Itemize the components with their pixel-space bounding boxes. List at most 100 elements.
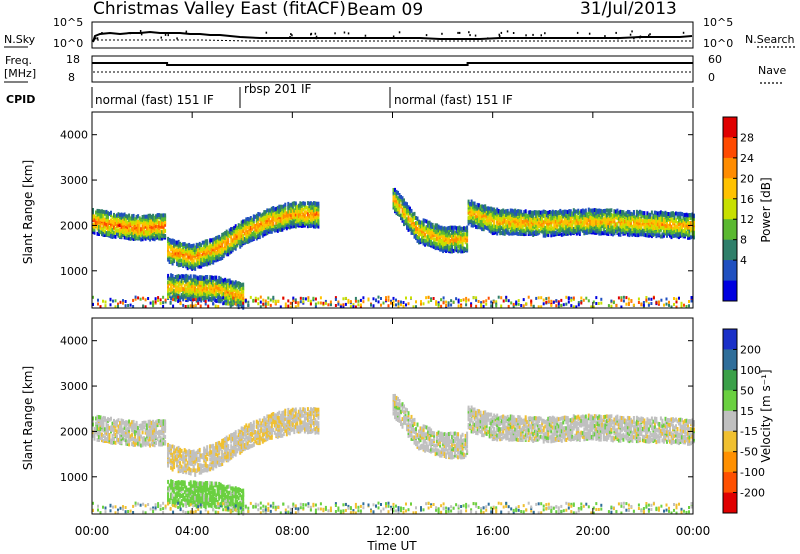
power-cell — [248, 220, 251, 225]
power-cell — [177, 259, 180, 263]
power-cell — [96, 231, 99, 236]
power-cell — [176, 251, 179, 256]
power-cell — [135, 231, 138, 236]
power-cell — [577, 211, 580, 216]
power-cell — [302, 212, 305, 217]
velocity-cell — [110, 438, 112, 443]
power-cell — [652, 219, 655, 224]
velocity-cell — [146, 423, 149, 428]
power-cell — [404, 209, 407, 213]
power-cell — [183, 278, 186, 283]
power-cell — [669, 230, 671, 235]
power-cell — [520, 228, 523, 233]
power-cell — [512, 209, 515, 214]
power-cell — [292, 296, 295, 300]
power-cell — [147, 218, 150, 223]
power-cell — [131, 236, 134, 241]
power-cell — [617, 226, 620, 231]
power-cell — [102, 217, 105, 222]
power-cell — [344, 302, 347, 306]
power-cell — [231, 299, 234, 304]
power-cell — [189, 276, 192, 281]
power-cell — [311, 215, 314, 220]
power-cell — [240, 220, 243, 225]
power-cell — [126, 230, 129, 235]
power-cell — [562, 209, 565, 214]
power-cell — [537, 305, 540, 309]
power-cell — [218, 234, 221, 239]
power-cell — [234, 294, 237, 299]
velocity-cell — [111, 421, 114, 426]
power-cell — [200, 260, 203, 265]
power-cell — [197, 250, 200, 255]
power-cell — [509, 221, 512, 226]
power-cell — [682, 218, 685, 223]
power-cell — [287, 217, 290, 222]
power-cell — [524, 226, 527, 231]
power-cell — [550, 304, 553, 307]
power-cell — [233, 233, 236, 238]
power-cell — [681, 222, 683, 227]
power-cell — [557, 305, 560, 309]
power-cell — [439, 247, 442, 252]
power-cell — [116, 217, 118, 222]
velocity-cell — [128, 426, 131, 431]
power-cell — [284, 208, 287, 213]
power-cell — [170, 259, 173, 264]
power-cell — [210, 278, 213, 283]
power-cell — [623, 224, 626, 229]
velocity-cell — [101, 438, 103, 443]
power-cell — [410, 217, 413, 222]
velocity-cell — [108, 417, 111, 422]
power-cell — [215, 246, 218, 251]
power-cell — [628, 216, 631, 221]
power-cell — [632, 303, 635, 307]
power-cell — [239, 300, 242, 304]
power-cell — [401, 198, 404, 203]
power-cell — [551, 216, 554, 221]
power-cell — [132, 213, 135, 218]
power-cell — [302, 218, 305, 222]
power-cell — [610, 229, 613, 234]
power-cell — [314, 205, 317, 209]
power-cell — [269, 220, 272, 225]
power-cell — [580, 222, 583, 227]
power-cell — [119, 300, 122, 304]
power-cell — [111, 232, 114, 237]
power-cell — [116, 228, 118, 233]
velocity-cell — [143, 425, 146, 430]
power-cell — [437, 301, 440, 305]
power-cell — [404, 221, 407, 226]
power-cell — [673, 297, 675, 300]
power-cell — [581, 220, 584, 225]
power-cell — [167, 244, 170, 249]
power-cell — [470, 215, 473, 220]
power-cell — [550, 220, 553, 225]
velocity-cell — [128, 431, 131, 436]
power-cell — [587, 227, 590, 232]
power-cell — [485, 225, 488, 230]
power-cell — [251, 231, 254, 236]
power-cell — [679, 215, 682, 219]
velocity-cell — [102, 420, 105, 424]
power-cell — [127, 304, 130, 307]
velocity-cell — [92, 416, 94, 421]
power-cell — [542, 298, 545, 302]
colorbar-tick-label: 28 — [740, 131, 754, 144]
power-cell — [237, 239, 240, 244]
power-cell — [189, 279, 192, 284]
power-cell — [421, 224, 423, 229]
power-cell — [515, 212, 518, 217]
power-cell — [678, 232, 680, 237]
power-cell — [572, 215, 575, 220]
power-cell — [176, 247, 179, 252]
power-cell — [589, 219, 592, 224]
power-cell — [372, 304, 375, 308]
power-cell — [607, 224, 610, 229]
power-cell — [293, 212, 296, 216]
velocity-cell — [116, 434, 118, 439]
power-cell — [188, 254, 191, 259]
power-cell — [120, 228, 123, 233]
power-cell — [563, 229, 566, 234]
power-cell — [465, 303, 468, 307]
